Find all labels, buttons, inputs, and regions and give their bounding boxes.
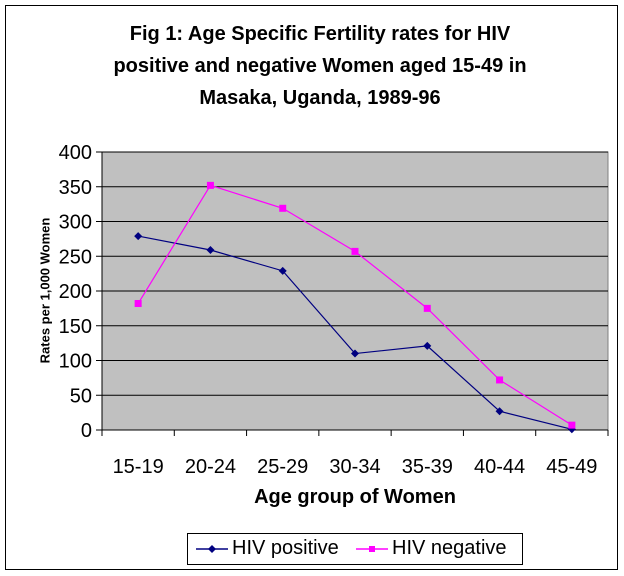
x-tick-label: 45-49 <box>546 456 597 478</box>
x-tick-label: 25-29 <box>257 456 308 478</box>
chart-title: Fig 1: Age Specific Fertility rates for … <box>60 18 580 114</box>
y-tick-label: 50 <box>70 385 92 407</box>
chart-frame <box>5 5 618 570</box>
legend-label-hiv-negative: HIV negative <box>392 537 507 559</box>
x-tick-label: 40-44 <box>474 456 525 478</box>
x-tick-label: 15-19 <box>113 456 164 478</box>
data-point <box>279 204 287 212</box>
data-point <box>206 245 215 254</box>
x-tick-label: 35-39 <box>402 456 453 478</box>
data-point <box>278 266 287 275</box>
data-point <box>134 300 142 308</box>
data-point <box>423 341 432 350</box>
legend-label-hiv-positive: HIV positive <box>232 537 339 559</box>
data-point <box>206 181 214 189</box>
legend: HIV positive HIV negative <box>187 533 523 565</box>
data-point <box>351 247 359 255</box>
y-tick-label: 400 <box>59 142 92 164</box>
y-tick-label: 150 <box>59 316 92 338</box>
title-line-2: positive and negative Women aged 15-49 i… <box>113 55 527 77</box>
y-tick-label: 250 <box>59 246 92 268</box>
data-point <box>496 376 504 384</box>
x-axis-label: Age group of Women <box>254 486 456 508</box>
x-tick-label: 30-34 <box>329 456 380 478</box>
y-tick-label: 200 <box>59 281 92 303</box>
y-tick-label: 300 <box>59 212 92 234</box>
y-tick-label: 0 <box>81 420 92 442</box>
data-point <box>351 349 359 358</box>
y-tick-label: 350 <box>59 177 92 199</box>
data-point <box>134 232 143 241</box>
y-tick-label: 100 <box>59 351 92 373</box>
x-tick-label: 20-24 <box>185 456 236 478</box>
data-point <box>495 407 504 416</box>
data-point <box>568 421 576 429</box>
data-point <box>423 304 431 312</box>
legend-marker-hiv-negative <box>356 546 388 552</box>
title-line-3: Masaka, Uganda, 1989-96 <box>199 87 441 109</box>
title-line-1: Fig 1: Age Specific Fertility rates for … <box>129 23 511 45</box>
legend-marker-hiv-positive <box>196 545 228 553</box>
